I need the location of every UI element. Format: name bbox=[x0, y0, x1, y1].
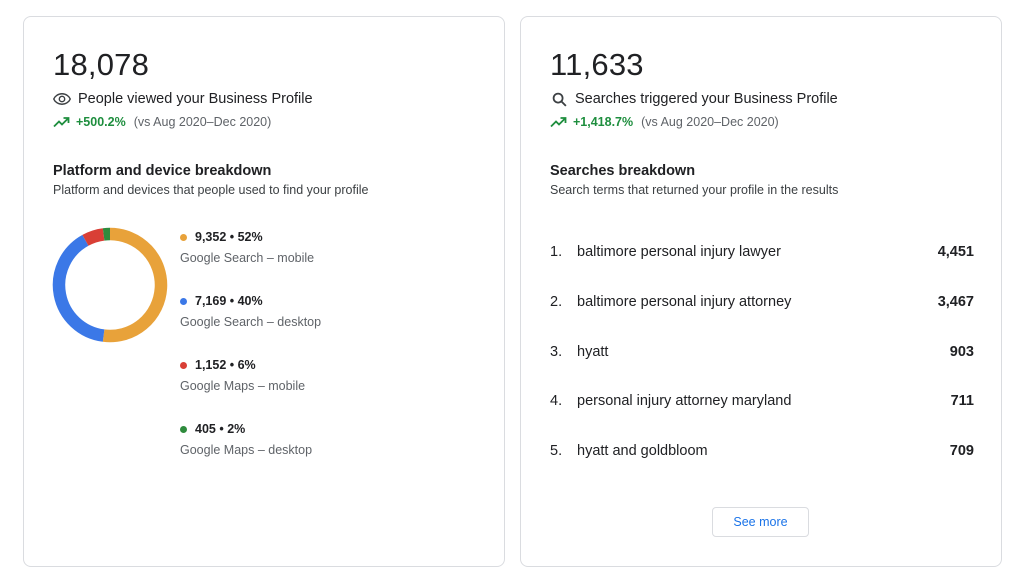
search-rank: 1. bbox=[550, 244, 563, 260]
donut-segment-maps-mobile bbox=[82, 228, 105, 246]
legend-percent: 40% bbox=[237, 294, 263, 308]
search-term: baltimore personal injury attorney bbox=[577, 294, 792, 310]
views-trend-comparison: (vs Aug 2020–Dec 2020) bbox=[133, 115, 272, 129]
search-count: 3,467 bbox=[937, 294, 974, 310]
searches-trend-value: +1,418.7% bbox=[573, 115, 634, 129]
legend-separator: • bbox=[226, 230, 238, 244]
donut-segment-search-desktop bbox=[52, 234, 105, 342]
search-count: 4,451 bbox=[937, 244, 974, 260]
search-count: 709 bbox=[949, 443, 974, 459]
legend-dot bbox=[180, 425, 187, 433]
searches-trend: +1,418.7% (vs Aug 2020–Dec 2020) bbox=[550, 115, 779, 129]
search-term-row: 1. baltimore personal injury lawyer 4,45… bbox=[550, 244, 974, 260]
legend-value: 1,152 bbox=[195, 358, 227, 372]
legend-separator: • bbox=[226, 294, 238, 308]
legend-percent: 6% bbox=[237, 358, 256, 372]
searches-card: 11,633 Searches triggered your Business … bbox=[520, 16, 1002, 567]
platform-breakdown-subtitle: Platform and devices that people used to… bbox=[53, 183, 369, 197]
views-trend: +500.2% (vs Aug 2020–Dec 2020) bbox=[53, 115, 271, 129]
legend-separator: • bbox=[215, 422, 228, 436]
search-icon bbox=[550, 90, 568, 108]
donut-segment-search-mobile bbox=[102, 227, 168, 343]
search-rank: 3. bbox=[550, 344, 563, 360]
legend-item-maps-desktop: 405 • 2% Google Maps – desktop bbox=[180, 422, 312, 457]
searches-breakdown-subtitle: Search terms that returned your profile … bbox=[550, 183, 839, 197]
searches-metric: Searches triggered your Business Profile bbox=[550, 90, 838, 108]
legend-dot bbox=[180, 233, 187, 241]
views-trend-value: +500.2% bbox=[76, 115, 126, 129]
views-total: 18,078 bbox=[53, 47, 150, 82]
search-term-row: 4. personal injury attorney maryland 711 bbox=[550, 393, 974, 409]
legend-item-maps-mobile: 1,152 • 6% Google Maps – mobile bbox=[180, 358, 305, 393]
platform-donut-chart bbox=[52, 227, 168, 343]
search-rank: 2. bbox=[550, 294, 563, 310]
legend-label: Google Search – desktop bbox=[180, 315, 322, 329]
searches-breakdown-title: Searches breakdown bbox=[550, 163, 696, 179]
searches-metric-label: Searches triggered your Business Profile bbox=[575, 91, 838, 107]
legend-dot bbox=[180, 297, 187, 305]
legend-separator: • bbox=[226, 358, 238, 372]
legend-dot bbox=[180, 361, 187, 369]
eye-icon bbox=[53, 90, 71, 108]
search-term-row: 5. hyatt and goldbloom 709 bbox=[550, 443, 974, 459]
search-term: hyatt and goldbloom bbox=[577, 443, 708, 459]
search-term: baltimore personal injury lawyer bbox=[577, 244, 781, 260]
search-rank: 5. bbox=[550, 443, 563, 459]
searches-trend-comparison: (vs Aug 2020–Dec 2020) bbox=[641, 115, 779, 129]
trending-up-icon bbox=[550, 115, 567, 129]
legend-item-search-mobile: 9,352 • 52% Google Search – mobile bbox=[180, 230, 314, 265]
search-term: hyatt bbox=[577, 344, 609, 360]
legend-label: Google Search – mobile bbox=[180, 251, 315, 265]
legend-value: 9,352 bbox=[195, 230, 227, 244]
searches-total: 11,633 bbox=[550, 47, 644, 82]
legend-label: Google Maps – desktop bbox=[180, 443, 313, 457]
legend-label: Google Maps – mobile bbox=[180, 379, 306, 393]
views-metric: People viewed your Business Profile bbox=[53, 90, 313, 108]
views-metric-label: People viewed your Business Profile bbox=[78, 91, 313, 107]
search-term-row: 3. hyatt 903 bbox=[550, 344, 974, 360]
legend-value: 405 bbox=[195, 422, 216, 436]
platform-breakdown-title: Platform and device breakdown bbox=[53, 163, 272, 179]
search-rank: 4. bbox=[550, 393, 563, 409]
legend-percent: 52% bbox=[237, 230, 263, 244]
search-count: 711 bbox=[950, 393, 974, 409]
legend-value: 7,169 bbox=[195, 294, 227, 308]
legend-percent: 2% bbox=[227, 422, 246, 436]
views-card: 18,078 People viewed your Business Profi… bbox=[23, 16, 505, 567]
legend-item-search-desktop: 7,169 • 40% Google Search – desktop bbox=[180, 294, 321, 329]
trending-up-icon bbox=[53, 115, 70, 129]
search-term-row: 2. baltimore personal injury attorney 3,… bbox=[550, 294, 974, 310]
search-count: 903 bbox=[949, 344, 974, 360]
search-term: personal injury attorney maryland bbox=[577, 393, 792, 409]
see-more-button[interactable]: See more bbox=[712, 507, 809, 537]
